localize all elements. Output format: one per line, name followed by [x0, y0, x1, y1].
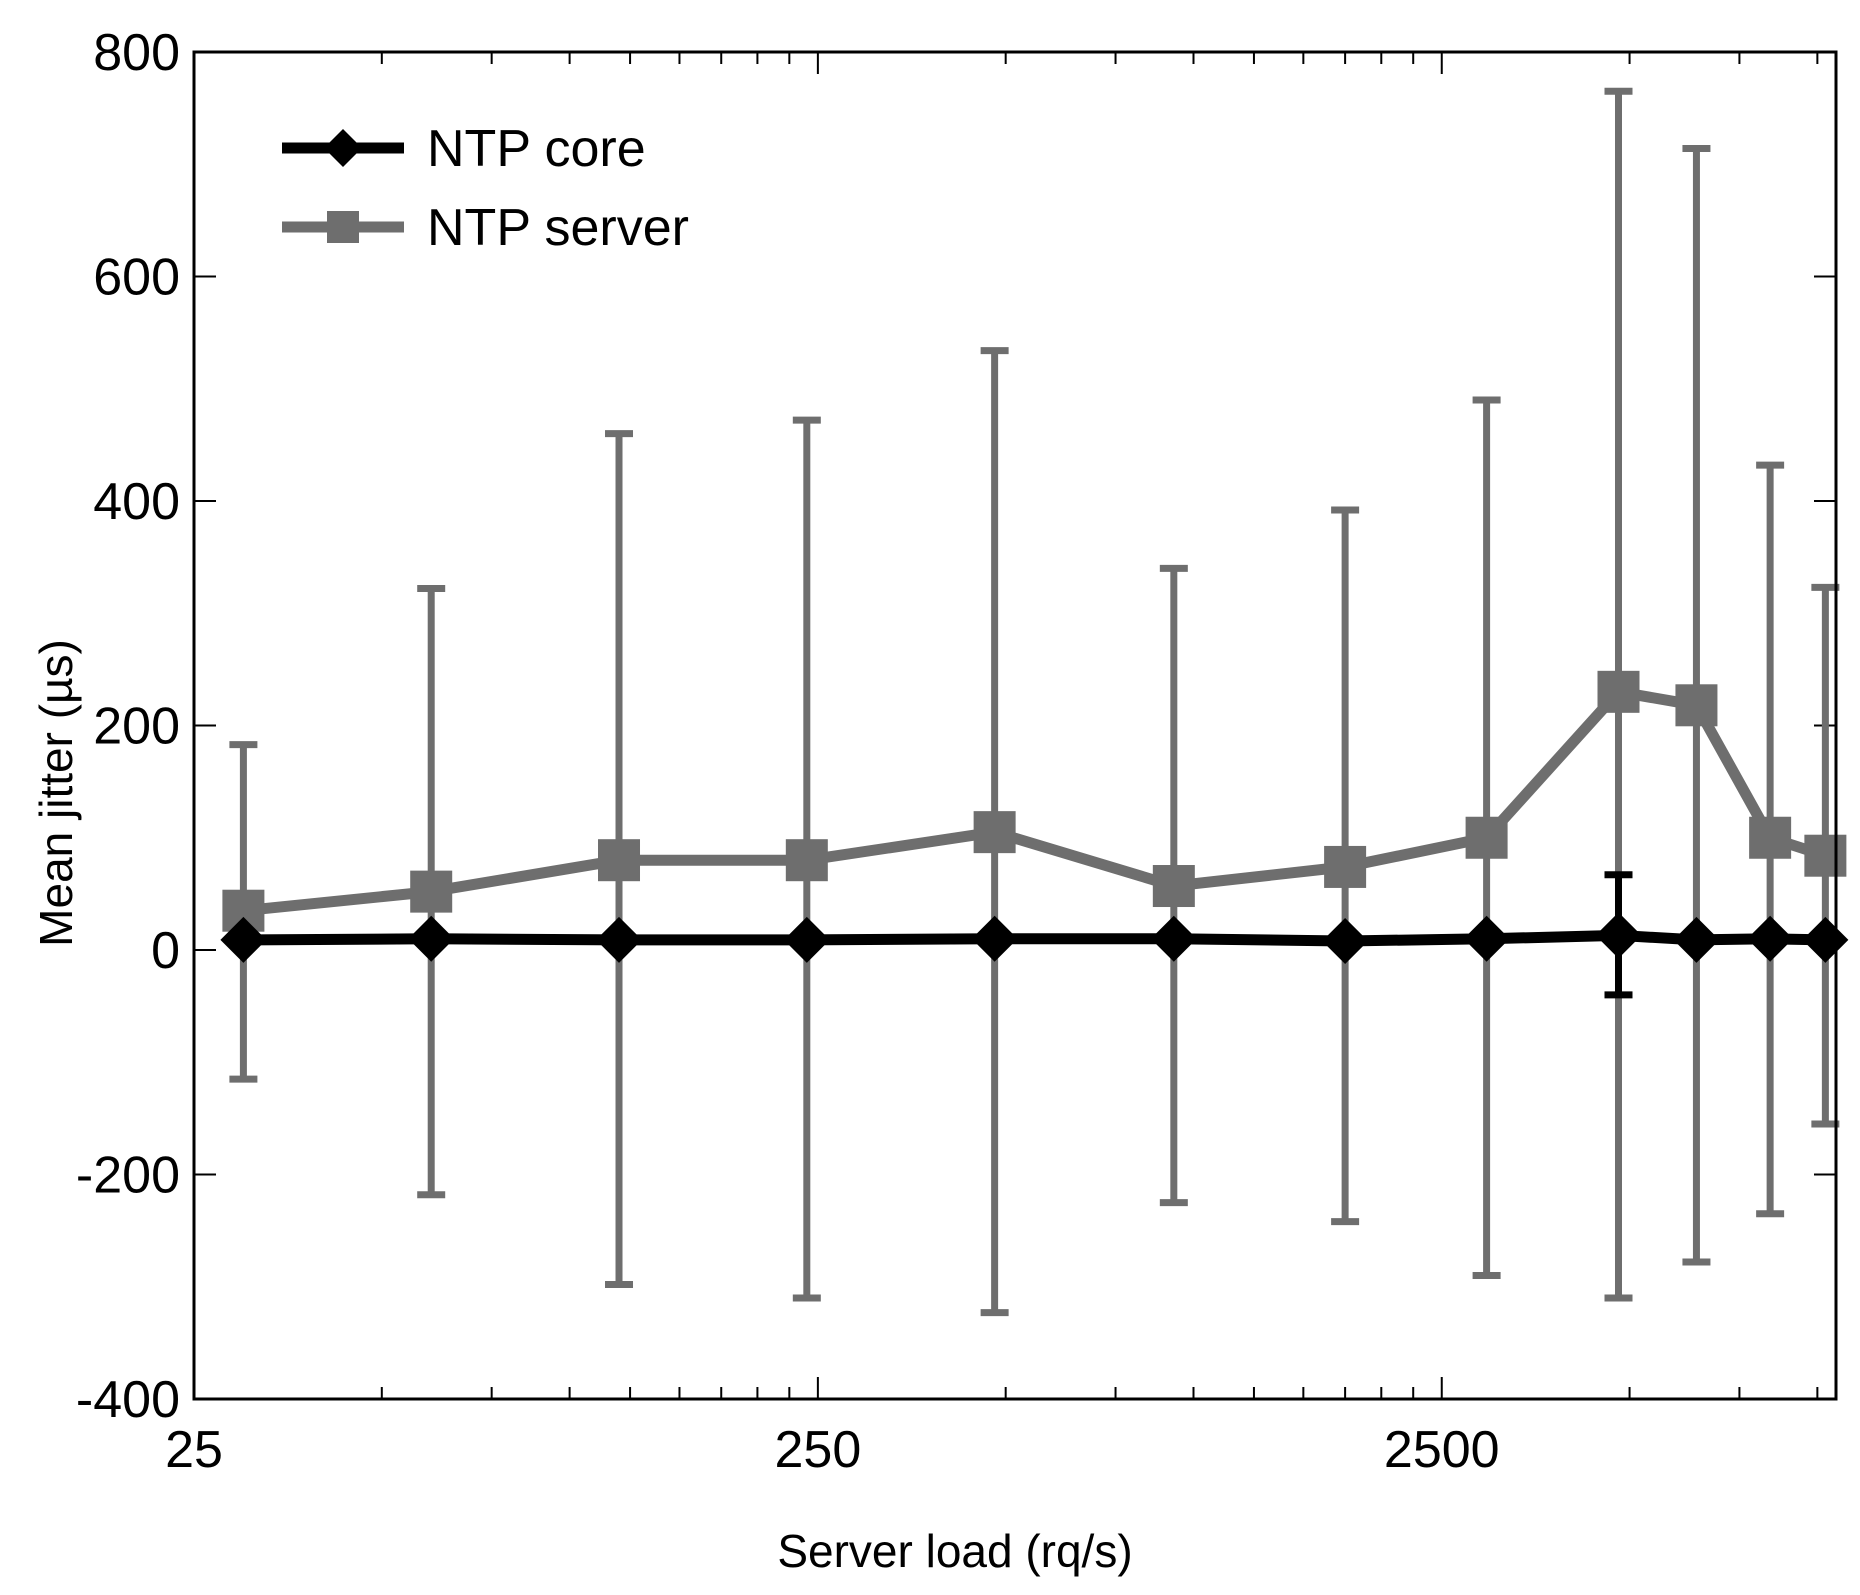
plot-frame: [192, 50, 1838, 1401]
x-tick-label: 2500: [1384, 1421, 1500, 1479]
ntp-core-point: [1463, 915, 1510, 962]
ntp-core-point: [1673, 916, 1720, 963]
ntp-server-point: [1324, 845, 1367, 888]
ntp-server-point: [1597, 670, 1640, 713]
x-axis-title: Server load (rq/s): [777, 1525, 1132, 1577]
ntp-server-point: [973, 811, 1016, 854]
ntp-server-point: [410, 870, 453, 913]
ntp-core-point: [1595, 912, 1642, 959]
ntp-server-point: [1749, 816, 1792, 859]
ntp-core-point: [1322, 918, 1369, 965]
ntp-server-point: [598, 839, 641, 882]
y-tick-label: 0: [151, 922, 180, 980]
ntp-server-point: [785, 839, 828, 882]
legend-ntp-server-marker: [327, 211, 359, 243]
ntp-core-point: [1747, 915, 1794, 962]
ntp-core-point: [1150, 915, 1197, 962]
y-tick-label: 800: [93, 24, 180, 82]
y-tick-label: -400: [76, 1371, 180, 1429]
ntp-core-point: [596, 916, 643, 963]
ntp-server-point: [1804, 834, 1847, 877]
y-tick-label: 200: [93, 698, 180, 756]
x-tick-label: 25: [165, 1421, 223, 1479]
ntp-core-line: [243, 929, 1826, 947]
ntp-server-line: [242, 686, 1828, 917]
y-tick-label: -200: [76, 1147, 180, 1205]
y-axis-title: Mean jitter (µs): [30, 639, 82, 947]
legend-ntp-server-label: NTP server: [427, 199, 689, 257]
ntp-core-point: [408, 915, 455, 962]
y-tick-labels: -400 -200 0 200 400 600 800: [76, 24, 180, 1429]
ntp-server-point: [1465, 816, 1508, 859]
ntp-server-point: [1675, 684, 1718, 727]
ntp-core-point: [220, 916, 267, 963]
ntp-core-point: [971, 915, 1018, 962]
y-tick-label: 400: [93, 473, 180, 531]
ntp-server-point: [1152, 865, 1195, 908]
ntp-core-point: [783, 916, 830, 963]
x-tick-labels: 25 250 2500: [165, 1421, 1500, 1479]
legend-ntp-core-label: NTP core: [427, 120, 646, 178]
legend: NTP core NTP server: [282, 120, 689, 257]
error-bars: [229, 87, 1840, 1317]
y-tick-label: 600: [93, 249, 180, 307]
legend-ntp-core-marker: [324, 129, 362, 167]
x-tick-label: 250: [774, 1421, 861, 1479]
series-markers: [220, 670, 1849, 965]
